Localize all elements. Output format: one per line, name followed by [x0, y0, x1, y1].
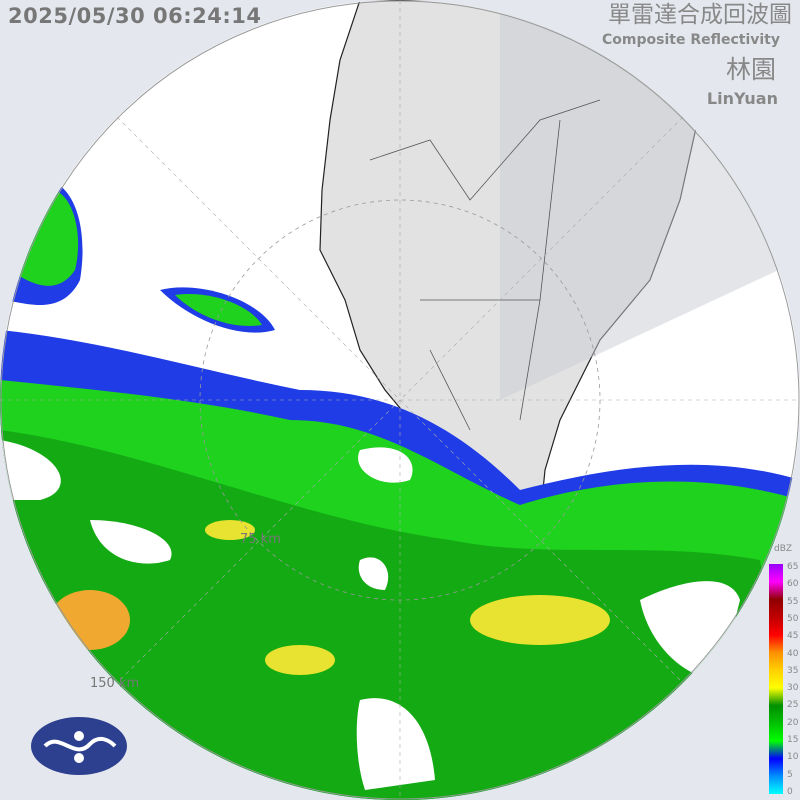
colorbar-unit: dBZ	[774, 544, 793, 554]
station-en: LinYuan	[706, 89, 778, 108]
ring-label-75: 75 km	[240, 532, 281, 547]
colorbar-tick: 10	[787, 752, 799, 763]
colorbar-tick: 5	[787, 769, 793, 780]
colorbar-tick: 0	[787, 787, 793, 797]
ring-label-150: 150 km	[90, 676, 140, 691]
colorbar-tick: 25	[787, 700, 799, 711]
colorbar-tick: 45	[787, 631, 799, 642]
colorbar-tick: 20	[787, 717, 799, 728]
echo-darkgreen	[0, 430, 800, 800]
timestamp: 2025/05/30 06:24:14	[8, 4, 262, 28]
colorbar-tick: 65	[787, 562, 799, 572]
station-zh: 林園	[725, 55, 776, 84]
colorbar-tick: 35	[787, 665, 799, 676]
colorbar-tick: 60	[787, 579, 799, 590]
colorbar-tick: 50	[787, 613, 799, 624]
county-borders	[369, 99, 601, 431]
title-zh: 單雷達合成回波圖	[608, 2, 792, 28]
colorbar-tick: 30	[787, 683, 799, 694]
colorbar-tick: 15	[787, 735, 799, 746]
colorbar-tick: 40	[787, 648, 799, 659]
title-en: Composite Reflectivity	[602, 32, 780, 48]
colorbar	[769, 564, 783, 794]
cwa-logo	[31, 717, 127, 775]
colorbar-tick: 55	[787, 596, 799, 607]
